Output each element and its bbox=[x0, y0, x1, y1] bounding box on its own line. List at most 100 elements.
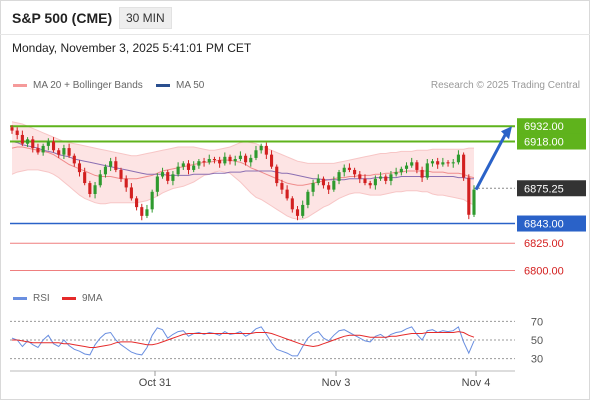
candle-body bbox=[57, 150, 61, 155]
candle-body bbox=[399, 168, 403, 173]
candle-body bbox=[150, 191, 154, 210]
resistance-label: 6932.00 bbox=[524, 121, 564, 133]
candle-body bbox=[36, 148, 40, 153]
source-credit: Research © 2025 Trading Central bbox=[430, 80, 580, 91]
candle-body bbox=[238, 155, 242, 160]
support-label-bg bbox=[517, 215, 586, 232]
candle-body bbox=[181, 163, 185, 167]
candle-body bbox=[342, 167, 346, 173]
timeframe-badge[interactable]: 30 MIN bbox=[119, 7, 172, 29]
candle-body bbox=[295, 209, 300, 216]
candle-body bbox=[451, 162, 455, 164]
candle-body bbox=[389, 174, 393, 181]
candle-body bbox=[249, 157, 253, 163]
candle-body bbox=[218, 160, 222, 164]
candle-body bbox=[285, 189, 289, 199]
candle-body bbox=[192, 165, 196, 170]
candle-body bbox=[223, 156, 227, 164]
candle-body bbox=[176, 166, 180, 175]
bollinger-lower-line bbox=[11, 169, 475, 220]
candle-body bbox=[72, 155, 76, 164]
candle-body bbox=[311, 183, 315, 192]
candle-body bbox=[212, 159, 217, 161]
candle-body bbox=[441, 162, 445, 165]
candle-body bbox=[88, 183, 92, 194]
candle-body bbox=[467, 177, 471, 215]
candle-body bbox=[140, 207, 144, 216]
candle-body bbox=[207, 159, 211, 163]
rsi-ma-swatch bbox=[62, 297, 76, 300]
candle-body bbox=[77, 163, 82, 173]
candle-body bbox=[83, 172, 87, 184]
bollinger-swatch bbox=[13, 84, 27, 87]
rsi-tick-label: 70 bbox=[531, 316, 543, 328]
candle-body bbox=[197, 161, 201, 166]
candle-body bbox=[46, 141, 50, 146]
last-price-label: 6875.25 bbox=[524, 183, 564, 195]
legend-bollinger-label: MA 20 + Bollinger Bands bbox=[33, 80, 143, 91]
price-levels: 6932.00 6918.00 6875.25 6843.00 6825.00 6800.… bbox=[10, 118, 586, 278]
ma20-line bbox=[11, 146, 475, 186]
candle-body bbox=[98, 174, 102, 186]
candle-body bbox=[456, 154, 460, 163]
x-axis-tick-label: Nov 4 bbox=[462, 377, 491, 389]
candle-body bbox=[462, 154, 466, 178]
legend-ma50-label: MA 50 bbox=[176, 80, 205, 91]
rsi-swatch bbox=[13, 297, 27, 300]
ma50-swatch bbox=[156, 84, 170, 87]
candle-body bbox=[244, 155, 248, 163]
candle-body bbox=[269, 154, 274, 167]
x-axis-tick-label: Nov 3 bbox=[322, 377, 351, 389]
candle-body bbox=[93, 185, 97, 194]
candle-body bbox=[20, 134, 24, 144]
candle-body bbox=[135, 198, 139, 208]
candle-body bbox=[425, 163, 429, 178]
candle-body bbox=[62, 148, 66, 155]
candle-body bbox=[264, 145, 268, 155]
bollinger-band bbox=[12, 121, 474, 220]
candle-body bbox=[109, 161, 113, 167]
legend-rsi: RSI bbox=[13, 293, 50, 304]
candle-body bbox=[119, 169, 123, 179]
candle-body bbox=[166, 172, 170, 181]
rsi-ma-line bbox=[12, 331, 475, 348]
resistance-label-bg bbox=[517, 133, 586, 150]
datetime-label: Monday, November 3, 2025 5:41:01 PM CET bbox=[12, 41, 252, 55]
header-divider bbox=[0, 34, 590, 35]
candle-body bbox=[171, 174, 175, 181]
candle-body bbox=[275, 166, 279, 184]
candle-body bbox=[290, 198, 294, 210]
candle-body bbox=[114, 161, 118, 170]
candle-body bbox=[410, 162, 414, 166]
candle-body bbox=[145, 209, 149, 216]
candle-body bbox=[31, 139, 35, 149]
target-label: 6800.00 bbox=[524, 266, 564, 278]
candle-body bbox=[301, 204, 305, 216]
ma50-line bbox=[11, 141, 474, 181]
candle-body bbox=[379, 176, 383, 179]
x-axis-tick-label: Oct 31 bbox=[139, 377, 171, 389]
last-price-label-bg bbox=[517, 180, 586, 197]
candle-body bbox=[233, 159, 237, 162]
candle-body bbox=[363, 178, 367, 184]
candles bbox=[10, 125, 476, 221]
resistance-label: 6918.00 bbox=[524, 137, 564, 149]
candle-body bbox=[404, 165, 409, 169]
candle-body bbox=[436, 161, 440, 165]
candle-body bbox=[332, 180, 336, 190]
rsi-tick-label: 50 bbox=[531, 335, 543, 347]
candle-body bbox=[446, 162, 450, 164]
rsi-line bbox=[11, 326, 475, 357]
resistance-label-bg bbox=[517, 118, 586, 135]
candle-body bbox=[129, 187, 133, 199]
legend-rsi-ma: 9MA bbox=[62, 293, 103, 304]
candle-body bbox=[259, 145, 263, 151]
candle-body bbox=[186, 163, 191, 170]
candle-body bbox=[415, 162, 419, 170]
legend-rsi-ma-label: 9MA bbox=[82, 293, 103, 304]
candle-body bbox=[280, 183, 284, 190]
candle-body bbox=[384, 176, 388, 181]
candle-body bbox=[306, 191, 310, 205]
candle-body bbox=[337, 172, 341, 181]
